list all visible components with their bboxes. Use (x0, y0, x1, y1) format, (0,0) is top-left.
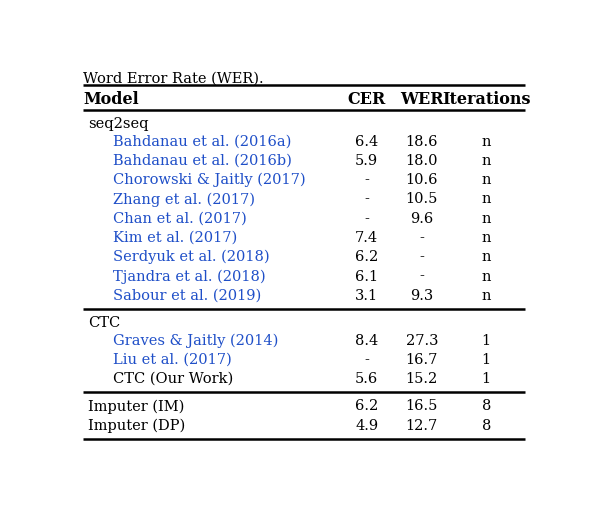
Text: 15.2: 15.2 (406, 372, 438, 386)
Text: 12.7: 12.7 (406, 419, 438, 433)
Text: 7.4: 7.4 (355, 231, 378, 245)
Text: 6.4: 6.4 (355, 135, 378, 148)
Text: Model: Model (83, 91, 139, 108)
Text: 10.5: 10.5 (406, 193, 438, 206)
Text: -: - (364, 212, 369, 226)
Text: CTC (Our Work): CTC (Our Work) (113, 372, 233, 386)
Text: Kim et al. (2017): Kim et al. (2017) (113, 231, 238, 245)
Text: 9.3: 9.3 (410, 289, 434, 303)
Text: Iterations: Iterations (442, 91, 530, 108)
Text: 3.1: 3.1 (355, 289, 378, 303)
Text: n: n (482, 289, 491, 303)
Text: 9.6: 9.6 (410, 212, 434, 226)
Text: n: n (482, 250, 491, 264)
Text: n: n (482, 212, 491, 226)
Text: Serdyuk et al. (2018): Serdyuk et al. (2018) (113, 250, 270, 265)
Text: Sabour et al. (2019): Sabour et al. (2019) (113, 289, 261, 303)
Text: -: - (364, 193, 369, 206)
Text: -: - (419, 231, 424, 245)
Text: CTC: CTC (88, 316, 121, 330)
Text: 1: 1 (482, 372, 491, 386)
Text: 6.2: 6.2 (355, 250, 378, 264)
Text: -: - (364, 173, 369, 187)
Text: Bahdanau et al. (2016b): Bahdanau et al. (2016b) (113, 154, 292, 168)
Text: n: n (482, 231, 491, 245)
Text: Chan et al. (2017): Chan et al. (2017) (113, 212, 247, 226)
Text: Bahdanau et al. (2016a): Bahdanau et al. (2016a) (113, 135, 292, 148)
Text: 8: 8 (482, 399, 491, 413)
Text: 8: 8 (482, 419, 491, 433)
Text: seq2seq: seq2seq (88, 117, 148, 131)
Text: Imputer (DP): Imputer (DP) (88, 419, 185, 433)
Text: Word Error Rate (WER).: Word Error Rate (WER). (83, 72, 264, 86)
Text: 8.4: 8.4 (355, 334, 378, 348)
Text: CER: CER (347, 91, 386, 108)
Text: n: n (482, 269, 491, 283)
Text: 1: 1 (482, 334, 491, 348)
Text: 18.6: 18.6 (406, 135, 438, 148)
Text: n: n (482, 193, 491, 206)
Text: n: n (482, 173, 491, 187)
Text: 18.0: 18.0 (406, 154, 438, 168)
Text: 5.9: 5.9 (355, 154, 378, 168)
Text: Liu et al. (2017): Liu et al. (2017) (113, 353, 232, 367)
Text: Tjandra et al. (2018): Tjandra et al. (2018) (113, 269, 266, 284)
Text: 16.7: 16.7 (406, 353, 438, 367)
Text: Zhang et al. (2017): Zhang et al. (2017) (113, 192, 255, 207)
Text: 6.1: 6.1 (355, 269, 378, 283)
Text: -: - (419, 269, 424, 283)
Text: n: n (482, 135, 491, 148)
Text: 10.6: 10.6 (406, 173, 438, 187)
Text: 4.9: 4.9 (355, 419, 378, 433)
Text: -: - (364, 353, 369, 367)
Text: Chorowski & Jaitly (2017): Chorowski & Jaitly (2017) (113, 173, 306, 187)
Text: Graves & Jaitly (2014): Graves & Jaitly (2014) (113, 334, 279, 348)
Text: -: - (419, 250, 424, 264)
Text: 5.6: 5.6 (355, 372, 378, 386)
Text: 27.3: 27.3 (406, 334, 438, 348)
Text: WER: WER (400, 91, 444, 108)
Text: 6.2: 6.2 (355, 399, 378, 413)
Text: n: n (482, 154, 491, 168)
Text: 1: 1 (482, 353, 491, 367)
Text: Imputer (IM): Imputer (IM) (88, 399, 184, 413)
Text: 16.5: 16.5 (406, 399, 438, 413)
